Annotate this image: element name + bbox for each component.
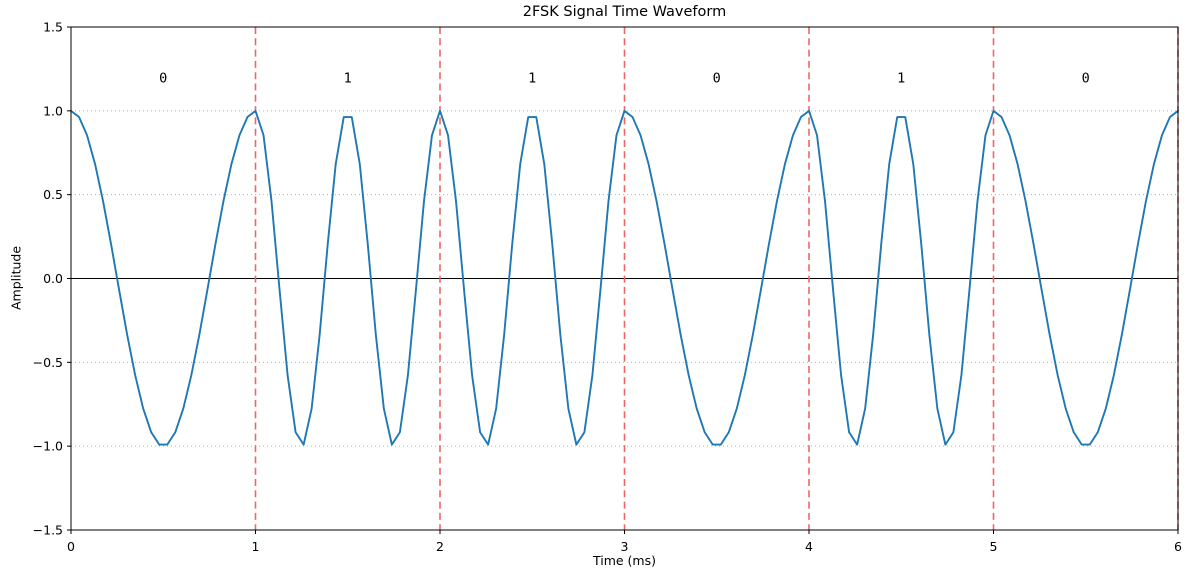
chart-title: 2FSK Signal Time Waveform: [522, 4, 727, 20]
bit-label: 0: [1082, 70, 1090, 86]
x-axis-label: Time (ms): [592, 553, 656, 568]
y-tick-label: 1.5: [43, 20, 63, 35]
y-tick-label: −1.5: [33, 523, 63, 538]
x-tick-label: 3: [621, 539, 629, 554]
bit-label: 1: [528, 70, 536, 86]
x-tick-label: 0: [67, 539, 75, 554]
y-tick-label: 0.0: [43, 271, 63, 286]
waveform-line: [70, 109, 1179, 446]
x-tick-label: 4: [805, 539, 813, 554]
y-tick-label: −0.5: [33, 355, 63, 370]
bit-label: 1: [897, 70, 905, 86]
x-tick-label: 6: [1174, 539, 1182, 554]
x-tick-label: 5: [990, 539, 998, 554]
bit-label: 0: [713, 70, 721, 86]
x-tick-label: 2: [436, 539, 444, 554]
bit-label: 1: [344, 70, 352, 86]
x-tick-label: 1: [252, 539, 260, 554]
y-tick-label: −1.0: [33, 439, 63, 454]
y-tick-label: 1.0: [43, 103, 63, 118]
y-tick-label: 0.5: [43, 187, 63, 202]
bit-label: 0: [159, 70, 167, 86]
